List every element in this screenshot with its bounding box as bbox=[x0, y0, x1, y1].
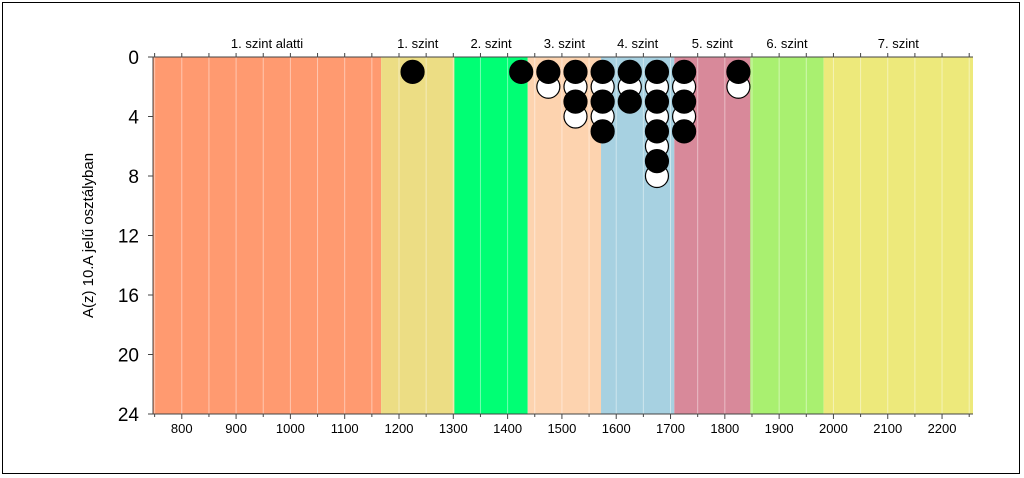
data-point-black bbox=[644, 59, 670, 84]
data-point-black bbox=[590, 59, 615, 84]
x-tick-label: 1300 bbox=[439, 421, 468, 436]
band-label: 3. szint bbox=[544, 36, 586, 51]
band-label: 1. szint bbox=[397, 36, 439, 51]
y-tick-label: 8 bbox=[128, 167, 139, 188]
band-3 bbox=[454, 57, 528, 414]
x-tick-label: 1700 bbox=[656, 421, 685, 436]
x-tick-label: 1000 bbox=[276, 421, 305, 436]
data-point-black bbox=[617, 59, 642, 84]
x-tick-label: 1200 bbox=[385, 421, 414, 436]
x-tick-label: 2000 bbox=[819, 421, 848, 436]
x-tick-label: 1900 bbox=[765, 421, 794, 436]
data-point-black bbox=[400, 59, 425, 84]
axes: 800 900 1000 1100 1200 1300 1400 1500 1600 1700 18… bbox=[118, 48, 973, 436]
data-point-black bbox=[671, 119, 697, 144]
y-axis-label: A(z) 10.A jelű osztályban bbox=[80, 153, 97, 318]
data-point-black bbox=[563, 89, 588, 114]
bands-layer bbox=[153, 57, 973, 414]
y-tick-label: 24 bbox=[118, 405, 140, 426]
band-7 bbox=[750, 57, 824, 414]
grid-layer bbox=[154, 57, 970, 414]
band-label: 6. szint bbox=[766, 36, 808, 51]
y-tick-label: 0 bbox=[128, 48, 139, 69]
x-tick-label: 1600 bbox=[602, 421, 631, 436]
data-point-black bbox=[644, 119, 670, 144]
band-labels: 1. szint alatti 1. szint 2. szint 3. szint 4… bbox=[231, 36, 919, 51]
band-label: 2. szint bbox=[470, 36, 512, 51]
x-tick-label: 2200 bbox=[928, 421, 957, 436]
y-tick-label: 20 bbox=[118, 346, 139, 367]
x-tick-label: 800 bbox=[171, 421, 193, 436]
data-point-black bbox=[590, 119, 615, 144]
data-point-black bbox=[671, 89, 697, 114]
band-8 bbox=[823, 57, 973, 414]
x-tick-label: 1100 bbox=[331, 421, 359, 436]
band-1 bbox=[153, 57, 382, 414]
band-label: 7. szint bbox=[878, 36, 920, 51]
data-point-black bbox=[563, 59, 588, 84]
points-layer bbox=[400, 59, 751, 189]
data-point-black bbox=[590, 89, 615, 114]
y-tick-label: 12 bbox=[118, 227, 139, 248]
band-2 bbox=[381, 57, 455, 414]
x-tick-label: 2100 bbox=[873, 421, 902, 436]
x-tick-label: 1800 bbox=[710, 421, 739, 436]
x-tick-label: 900 bbox=[225, 421, 247, 436]
data-point-black bbox=[726, 59, 751, 84]
y-tick-label: 16 bbox=[118, 286, 139, 307]
band-label: 5. szint bbox=[692, 36, 734, 51]
band-label: 1. szint alatti bbox=[231, 36, 303, 51]
data-point-black bbox=[617, 89, 642, 114]
data-point-black bbox=[671, 59, 697, 84]
data-point-black bbox=[644, 89, 670, 114]
band-4 bbox=[527, 57, 602, 414]
band-label: 4. szint bbox=[617, 36, 659, 51]
x-tick-label: 1500 bbox=[547, 421, 576, 436]
x-tick-label: 1400 bbox=[493, 421, 522, 436]
data-point-black bbox=[509, 59, 534, 84]
data-point-black bbox=[536, 59, 561, 84]
data-point-black bbox=[644, 149, 670, 174]
y-tick-label: 4 bbox=[128, 108, 139, 129]
